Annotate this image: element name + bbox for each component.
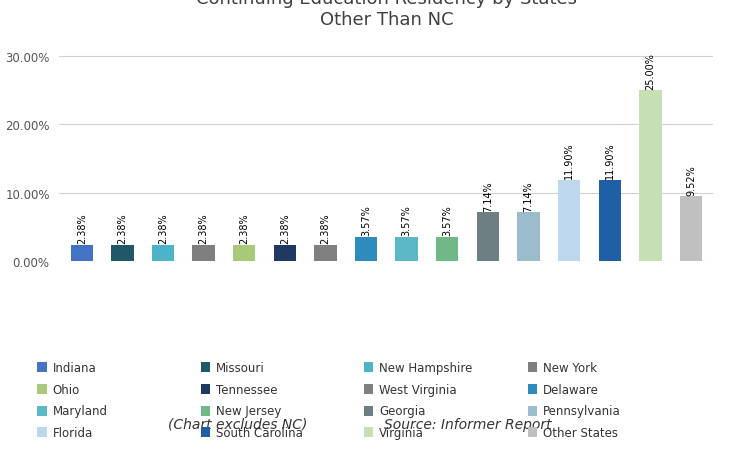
Text: Georgia: Georgia	[380, 405, 426, 417]
Text: 3.57%: 3.57%	[402, 205, 412, 236]
Bar	[558, 180, 580, 262]
Bar	[233, 245, 256, 262]
Text: 3.57%: 3.57%	[442, 205, 452, 236]
Title: Continuing Education Residency by States
Other Than NC: Continuing Education Residency by States…	[196, 0, 577, 29]
Text: Other States: Other States	[543, 426, 618, 439]
Bar	[477, 213, 499, 262]
Text: 7.14%: 7.14%	[483, 181, 493, 212]
Bar	[395, 237, 418, 262]
Text: 25.00%: 25.00%	[646, 53, 655, 89]
Text: 2.38%: 2.38%	[320, 213, 331, 244]
Text: Tennessee: Tennessee	[216, 383, 277, 396]
Text: Missouri: Missouri	[216, 361, 265, 374]
Text: 11.90%: 11.90%	[564, 143, 574, 179]
Text: Source: Informer Report: Source: Informer Report	[384, 417, 552, 431]
Text: New York: New York	[543, 361, 597, 374]
Bar	[71, 245, 93, 262]
Text: 2.38%: 2.38%	[77, 213, 87, 244]
Text: Indiana: Indiana	[53, 361, 96, 374]
Text: 2.38%: 2.38%	[239, 213, 249, 244]
Bar	[273, 245, 296, 262]
Text: Virginia: Virginia	[380, 426, 424, 439]
Bar	[111, 245, 134, 262]
Text: 2.38%: 2.38%	[158, 213, 168, 244]
Text: 11.90%: 11.90%	[605, 143, 614, 179]
Text: 2.38%: 2.38%	[117, 213, 127, 244]
Text: 7.14%: 7.14%	[524, 181, 533, 212]
Bar	[192, 245, 215, 262]
Bar	[517, 213, 539, 262]
Text: Ohio: Ohio	[53, 383, 80, 396]
Bar	[314, 245, 337, 262]
Text: Florida: Florida	[53, 426, 93, 439]
Bar	[639, 91, 661, 262]
Text: New Hampshire: New Hampshire	[380, 361, 473, 374]
Text: 3.57%: 3.57%	[361, 205, 371, 236]
Bar	[599, 180, 621, 262]
Text: Pennsylvania: Pennsylvania	[543, 405, 620, 417]
Text: 2.38%: 2.38%	[280, 213, 290, 244]
Text: South Carolina: South Carolina	[216, 426, 303, 439]
Text: Maryland: Maryland	[53, 405, 108, 417]
Bar	[152, 245, 174, 262]
Bar	[436, 237, 458, 262]
Text: West Virginia: West Virginia	[380, 383, 457, 396]
Bar	[355, 237, 377, 262]
Bar	[680, 197, 702, 262]
Text: 2.38%: 2.38%	[198, 213, 209, 244]
Text: Delaware: Delaware	[543, 383, 599, 396]
Text: (Chart excludes NC): (Chart excludes NC)	[168, 417, 308, 431]
Text: 9.52%: 9.52%	[686, 165, 696, 195]
Text: New Jersey: New Jersey	[216, 405, 282, 417]
